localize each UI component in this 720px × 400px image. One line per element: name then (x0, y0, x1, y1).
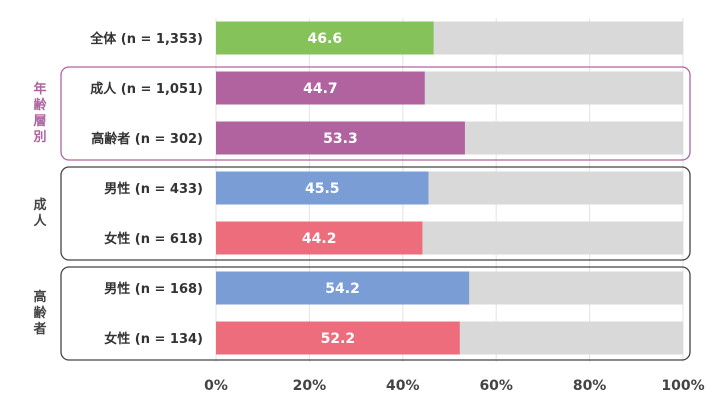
bar (216, 21, 434, 55)
x-tick-label: 0% (204, 378, 228, 394)
data-label: 45.5 (305, 181, 340, 197)
data-label: 44.2 (302, 231, 337, 247)
category-label: 男性 (n = 168) (104, 281, 203, 297)
bar (216, 71, 425, 105)
data-label: 53.3 (323, 131, 358, 147)
x-tick-label: 100% (661, 378, 704, 394)
bar (216, 171, 429, 205)
x-tick-label: 40% (386, 378, 420, 394)
data-label: 52.2 (321, 331, 356, 347)
category-label: 全体 (n = 1,353) (89, 31, 203, 47)
category-label: 成人 (n = 1,051) (90, 81, 203, 97)
bar (216, 271, 470, 305)
group-label: 年齢層別 (31, 81, 48, 146)
bar (216, 121, 465, 155)
x-tick-label: 60% (479, 378, 513, 394)
group-box (60, 266, 691, 361)
bar (216, 221, 423, 255)
category-label: 男性 (n = 433) (104, 181, 203, 197)
group-box (60, 166, 691, 261)
data-label: 44.7 (303, 81, 338, 97)
group-label: 高齢者 (31, 289, 48, 338)
category-label: 高齢者 (n = 302) (91, 131, 203, 147)
group-label: 成人 (31, 197, 47, 230)
bar (216, 321, 460, 355)
category-label: 女性 (n = 618) (104, 231, 203, 247)
group-box (60, 66, 691, 161)
x-tick-label: 80% (573, 378, 607, 394)
data-label: 54.2 (325, 281, 360, 297)
data-label: 46.6 (308, 31, 343, 47)
category-label: 女性 (n = 134) (104, 331, 203, 347)
x-tick-label: 20% (293, 378, 327, 394)
